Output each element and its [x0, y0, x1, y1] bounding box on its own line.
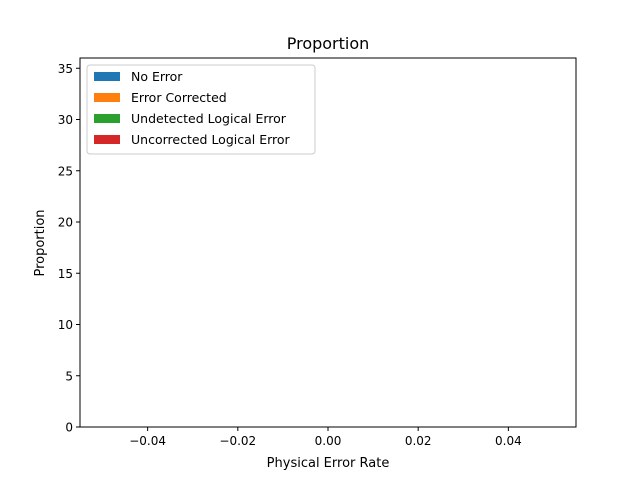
y-tick-label: 25 — [58, 164, 73, 178]
x-tick-label: 0.00 — [315, 434, 342, 448]
x-tick-label: −0.04 — [129, 434, 166, 448]
legend: No Error Error Corrected Undetected Logica… — [86, 64, 316, 155]
legend-entry-label: Undetected Logical Error — [131, 111, 287, 126]
legend-entry-label: Error Corrected — [131, 90, 227, 105]
legend-swatch — [94, 93, 120, 102]
legend-entry-label: Uncorrected Logical Error — [131, 132, 291, 147]
y-tick-label: 0 — [65, 421, 73, 435]
y-tick-label: 30 — [58, 113, 73, 127]
x-tick-label: −0.02 — [219, 434, 256, 448]
legend-swatch — [94, 72, 120, 81]
x-tick-label: 0.02 — [405, 434, 432, 448]
legend-box — [86, 64, 316, 155]
y-axis-label: Proportion — [33, 209, 48, 276]
x-axis-ticks: −0.04 −0.02 0.00 0.02 0.04 — [129, 427, 522, 448]
y-tick-label: 10 — [58, 318, 73, 332]
legend-swatch — [94, 114, 120, 123]
legend-entry-label: No Error — [131, 69, 183, 84]
x-tick-label: 0.04 — [495, 434, 522, 448]
y-tick-label: 20 — [58, 216, 73, 230]
y-tick-label: 35 — [58, 62, 73, 76]
y-tick-label: 5 — [65, 369, 73, 383]
x-axis-label: Physical Error Rate — [267, 456, 390, 471]
plot-frame — [79, 57, 577, 428]
chart-title: Proportion — [287, 34, 370, 53]
legend-swatch — [94, 135, 120, 144]
y-tick-label: 15 — [58, 267, 73, 281]
y-axis-ticks: 0 5 10 15 20 25 30 35 — [58, 62, 80, 435]
